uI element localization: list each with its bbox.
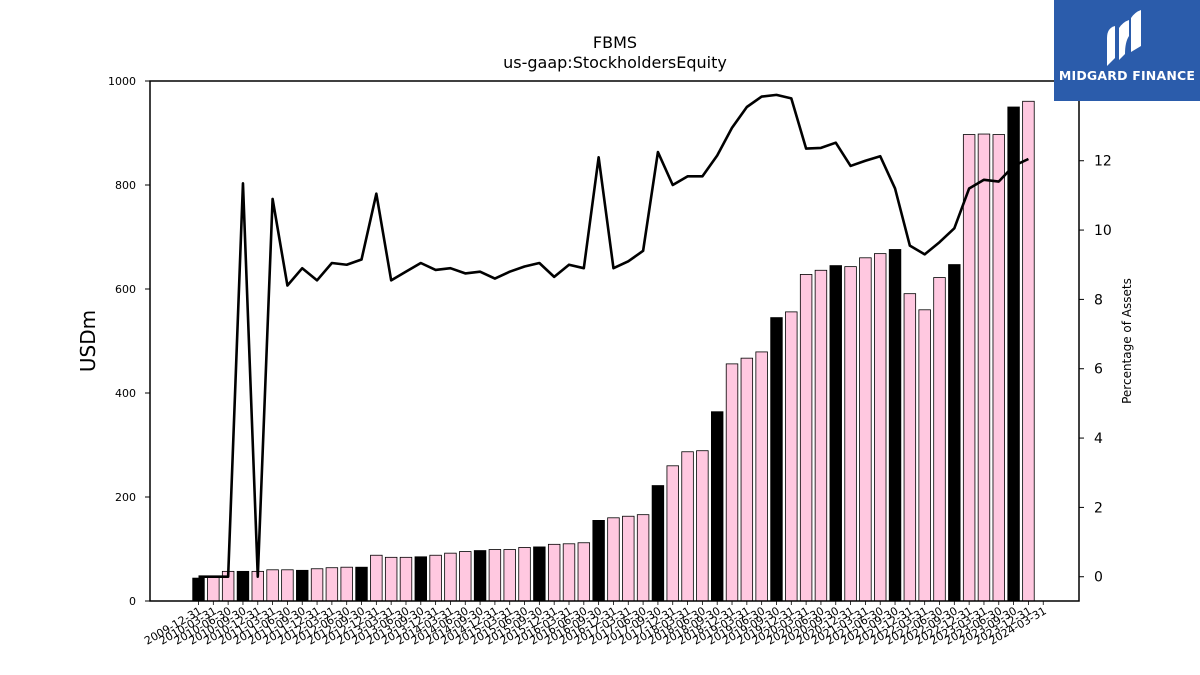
chart-subtitle: us-gaap:StockholdersEquity bbox=[503, 53, 727, 72]
y-tick-label: 1000 bbox=[108, 75, 136, 88]
bar-2015-06-30 bbox=[518, 547, 531, 602]
bar-2018-06-30 bbox=[696, 450, 709, 602]
bar-2023-06-30 bbox=[992, 134, 1005, 602]
bar-2022-09-30 bbox=[948, 264, 961, 602]
bar-2013-12-31 bbox=[429, 554, 442, 602]
bar-2014-03-31 bbox=[444, 552, 457, 602]
bar-2020-03-31 bbox=[799, 274, 813, 602]
bar-2020-06-30 bbox=[814, 269, 828, 602]
y-tick-label: 200 bbox=[115, 491, 136, 504]
x-axis: 2009-12-312010-03-312010-06-302010-09-30… bbox=[142, 601, 1049, 648]
bar-2021-03-31 bbox=[859, 257, 872, 602]
bar-2013-03-31 bbox=[384, 556, 398, 602]
bar-2019-06-30 bbox=[755, 351, 768, 602]
bar-2023-12-31 bbox=[1022, 100, 1035, 602]
bar-2010-09-30 bbox=[236, 570, 250, 602]
chart-title: FBMS bbox=[593, 33, 637, 52]
y-tick-label: 0 bbox=[129, 595, 136, 608]
bar-2022-03-31 bbox=[918, 309, 931, 602]
bar-2021-12-31 bbox=[903, 293, 917, 602]
y2-tick-label: 0 bbox=[1094, 570, 1103, 586]
bar-2011-06-30 bbox=[281, 569, 294, 602]
bar-2019-03-31 bbox=[740, 357, 754, 602]
y-tick-label: 400 bbox=[115, 387, 136, 400]
bar-2013-06-30 bbox=[399, 556, 413, 602]
bar-2019-12-31 bbox=[785, 311, 798, 602]
bar-2011-03-31 bbox=[266, 569, 279, 602]
y2-tick-label: 4 bbox=[1094, 431, 1103, 447]
bar-2016-12-31 bbox=[607, 517, 620, 602]
bar-2016-06-30 bbox=[577, 542, 591, 602]
bar-2014-06-30 bbox=[459, 551, 472, 602]
bar-2018-03-31 bbox=[681, 451, 694, 602]
bar-2018-09-30 bbox=[711, 411, 724, 602]
bar-2023-03-31 bbox=[977, 133, 991, 602]
y2-tick-label: 10 bbox=[1094, 223, 1112, 239]
y2-tick-label: 2 bbox=[1094, 500, 1103, 516]
bar-2017-06-30 bbox=[636, 514, 650, 602]
y-tick-label: 600 bbox=[115, 283, 136, 296]
bar-2012-12-31 bbox=[370, 554, 383, 602]
midgard-finance-logo: MIDGARD FINANCE bbox=[1054, 0, 1200, 101]
bar-2015-09-30 bbox=[533, 546, 546, 602]
bar-2016-03-31 bbox=[562, 543, 576, 602]
bar-2021-06-30 bbox=[874, 253, 887, 602]
bar-2021-09-30 bbox=[888, 249, 902, 602]
logo-text: MIDGARD FINANCE bbox=[1058, 68, 1196, 83]
bar-2010-03-31 bbox=[207, 575, 220, 602]
bar-2015-12-31 bbox=[547, 543, 561, 602]
y2-axis-label: Percentage of Assets bbox=[1120, 278, 1134, 404]
bar-2012-06-30 bbox=[340, 566, 353, 602]
bar-2014-12-31 bbox=[488, 549, 502, 602]
bar-2011-12-31 bbox=[310, 568, 324, 602]
plot-frame bbox=[149, 80, 1080, 602]
bar-2020-12-31 bbox=[844, 266, 857, 602]
y2-tick-label: 8 bbox=[1094, 292, 1103, 308]
bar-2016-09-30 bbox=[592, 520, 605, 602]
bar-2013-09-30 bbox=[414, 556, 428, 602]
bar-2017-09-30 bbox=[651, 485, 665, 602]
bar-2023-09-30 bbox=[1007, 106, 1020, 602]
y-axis-label: USDm bbox=[76, 310, 100, 372]
percentage-of-assets-line bbox=[198, 93, 1029, 579]
y-axis-right: 02468101214 bbox=[1079, 84, 1112, 586]
bar-2022-06-30 bbox=[933, 277, 946, 602]
bar-2019-09-30 bbox=[770, 317, 783, 602]
y-axis-left: 0 200 400 600 800 1000 bbox=[108, 75, 150, 608]
bar-2011-09-30 bbox=[296, 569, 309, 602]
bar-2017-12-31 bbox=[666, 465, 679, 602]
y2-tick-label: 12 bbox=[1094, 154, 1112, 170]
bar-2014-09-30 bbox=[473, 550, 487, 602]
bar-2012-09-30 bbox=[355, 566, 368, 602]
line-series bbox=[198, 93, 1029, 579]
bar-series bbox=[192, 100, 1035, 602]
bar-2018-12-31 bbox=[725, 363, 739, 602]
bar-2009-12-31 bbox=[192, 577, 205, 602]
bar-2015-03-31 bbox=[503, 549, 516, 602]
y2-tick-label: 6 bbox=[1094, 362, 1103, 378]
bar-2017-03-31 bbox=[622, 515, 635, 602]
y-tick-label: 800 bbox=[115, 179, 136, 192]
bar-2022-12-31 bbox=[962, 134, 976, 602]
bar-2020-09-30 bbox=[829, 265, 842, 602]
bar-2012-03-31 bbox=[325, 567, 339, 602]
logo-mark-icon bbox=[1107, 10, 1141, 66]
